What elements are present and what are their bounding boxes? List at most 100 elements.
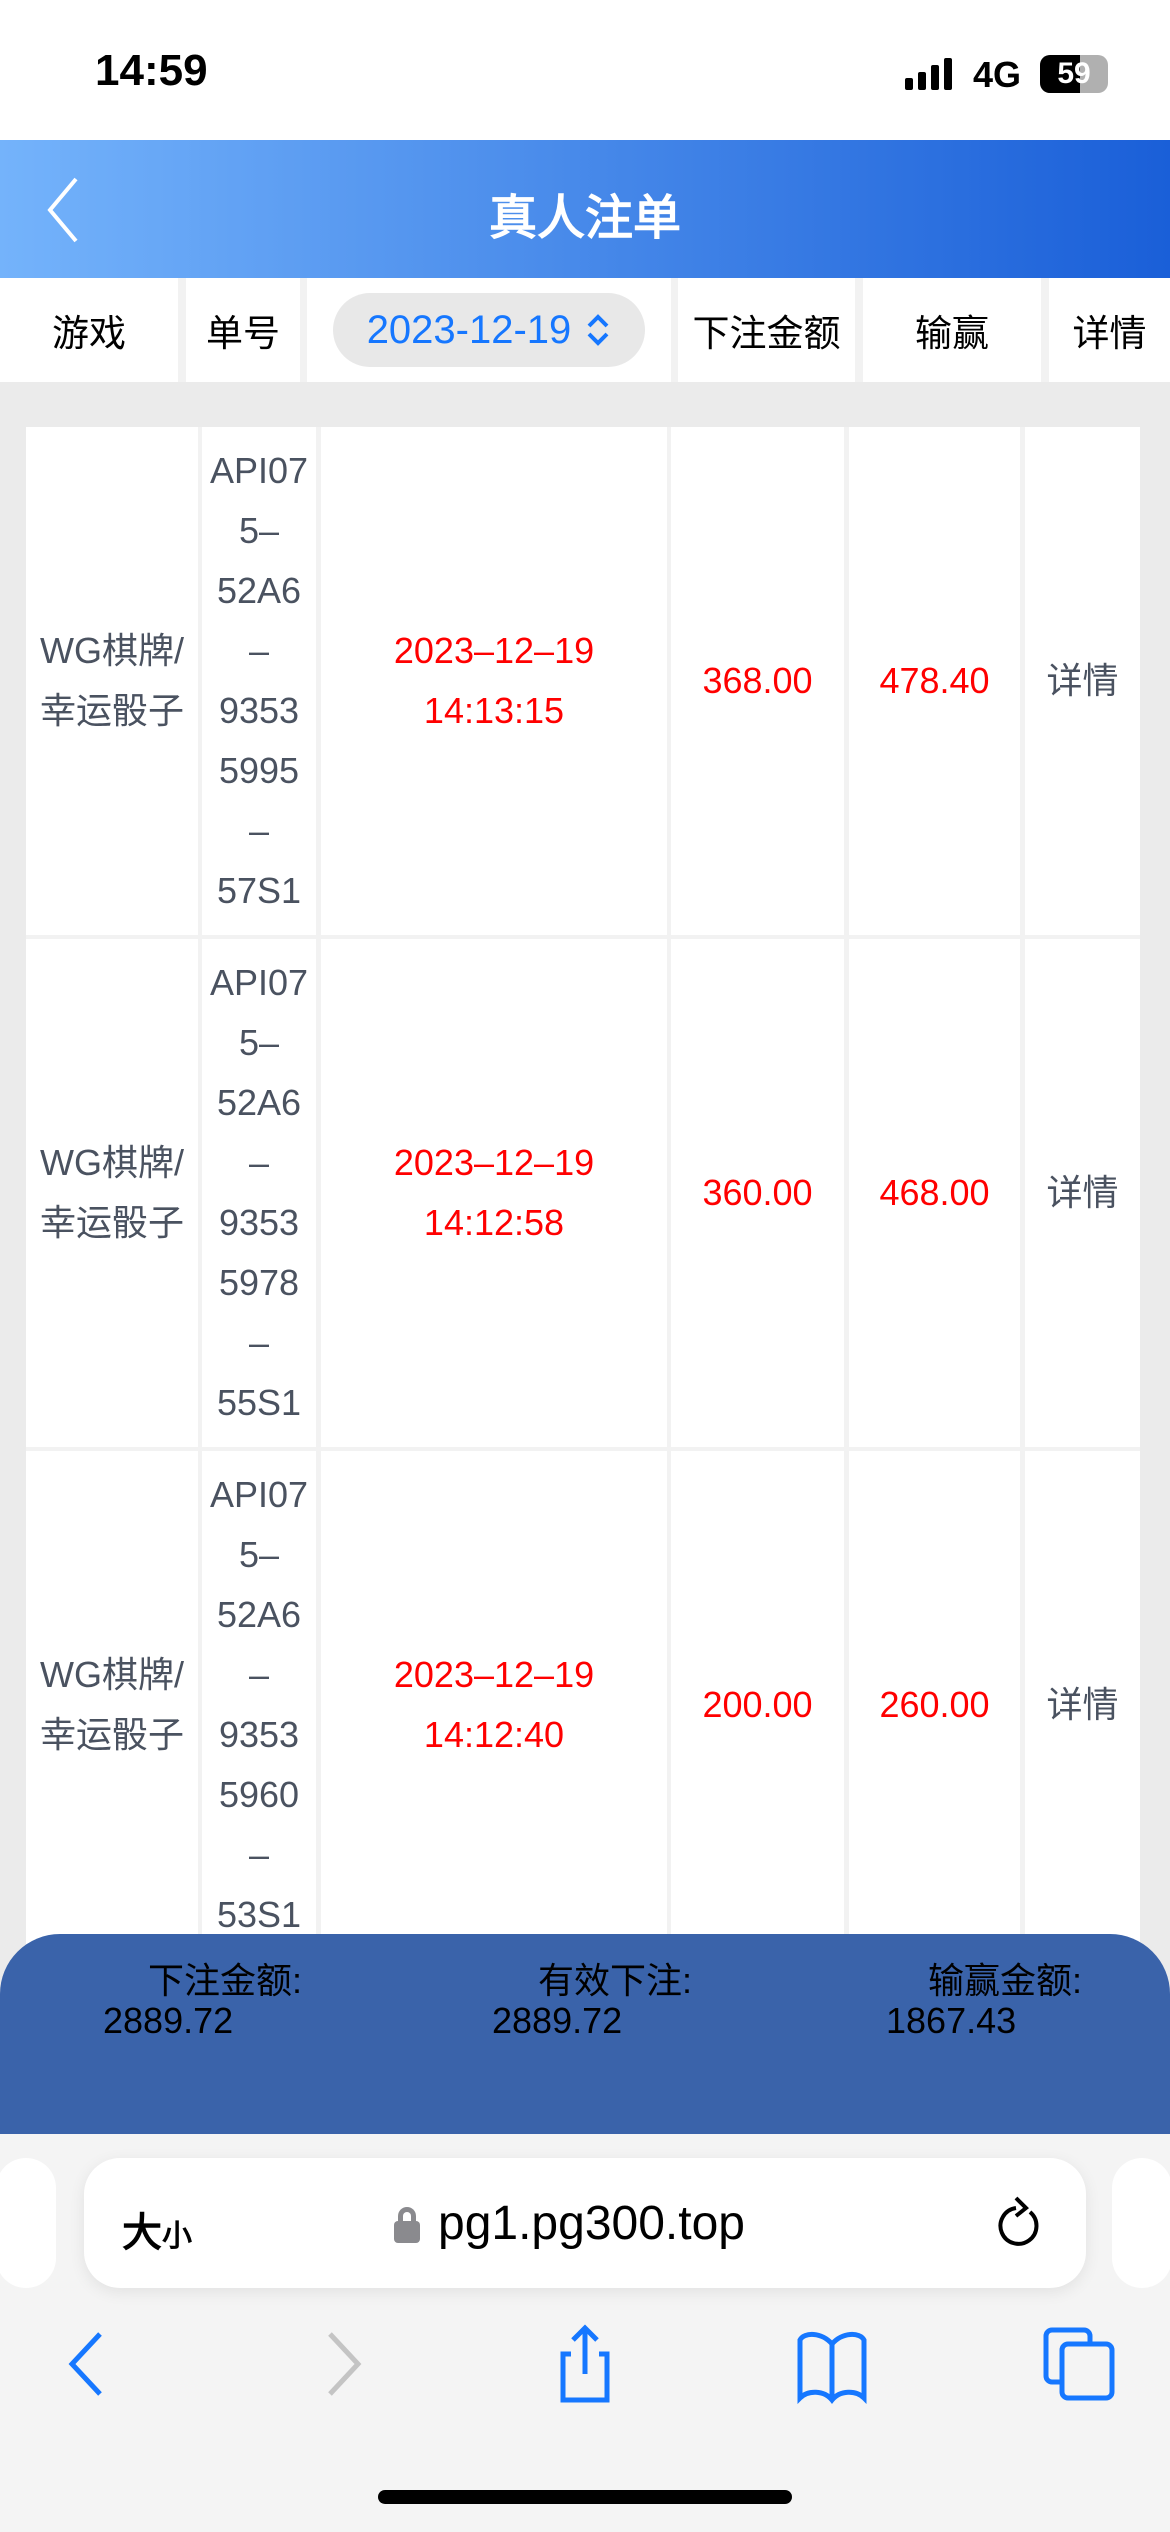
game-subname: 幸运骰子 <box>39 1714 184 1755</box>
detail-link[interactable]: 详情 <box>1046 660 1119 701</box>
order-id-part: 5978 <box>218 1262 300 1303</box>
bet-time: 14:12:58 <box>423 1202 565 1243</box>
order-id-part: API07 <box>209 962 309 1003</box>
bet-cell: 360.00 <box>671 939 844 1447</box>
browser-toolbar: 大小 pg1.pg300.top <box>0 2134 1170 2532</box>
table-row: WG棋牌/幸运骰子 API07 5– 52A6 – 9353 5995 – 57S1 2023–1… <box>26 427 1140 939</box>
time-cell: 2023–12–19 14:12:58 <box>321 939 667 1447</box>
status-bar: 14:59 4G 59 <box>0 0 1170 140</box>
address-bar[interactable]: 大小 pg1.pg300.top <box>84 2158 1086 2288</box>
network-type: 4G <box>973 54 1022 95</box>
game-name: WG棋牌/ <box>40 630 184 671</box>
bet-date: 2023–12–19 <box>393 1654 595 1695</box>
text-size-button[interactable]: 大小 <box>122 2200 192 2258</box>
order-id-part: 5– <box>238 1534 280 1575</box>
order-id-part: – <box>248 1834 270 1875</box>
col-order-id: 单号 <box>186 278 300 382</box>
bet-cell: 368.00 <box>671 427 844 935</box>
win-amount-value: 1867.43 <box>886 2000 1017 2041</box>
back-nav-icon[interactable] <box>50 2324 130 2404</box>
col-win-loss: 输赢 <box>863 278 1041 382</box>
win-amount-label: 输赢金额: <box>928 1960 1083 2001</box>
game-name: WG棋牌/ <box>40 1654 184 1695</box>
home-indicator <box>378 2490 792 2504</box>
forward-nav-icon[interactable] <box>300 2324 380 2404</box>
total-bet-label: 下注金额: <box>148 1960 303 2001</box>
game-cell: WG棋牌/幸运骰子 <box>26 939 198 1447</box>
game-name: WG棋牌/ <box>40 1142 184 1183</box>
col-date: 2023-12-19 <box>307 278 671 382</box>
bet-date: 2023–12–19 <box>393 630 595 671</box>
reload-icon[interactable] <box>994 2194 1050 2254</box>
bet-date: 2023–12–19 <box>393 1142 595 1183</box>
bet-amount: 360.00 <box>702 1172 813 1213</box>
col-game: 游戏 <box>0 278 178 382</box>
next-tab[interactable] <box>1112 2158 1170 2288</box>
valid-bet-value: 2889.72 <box>492 2000 623 2041</box>
detail-cell[interactable]: 详情 <box>1025 939 1140 1447</box>
order-id-part: 52A6 <box>216 1594 302 1635</box>
page-title: 真人注单 <box>488 192 681 245</box>
win-amount: 260.00 <box>879 1684 990 1725</box>
time-cell: 2023–12–19 14:13:15 <box>321 427 667 935</box>
order-id-part: 9353 <box>218 690 300 731</box>
bet-amount: 368.00 <box>702 660 813 701</box>
win-cell: 468.00 <box>849 939 1020 1447</box>
order-id-part: 5995 <box>218 750 300 791</box>
order-id-part: – <box>248 1322 270 1363</box>
game-subname: 幸运骰子 <box>39 690 184 731</box>
clock: 14:59 <box>95 46 208 95</box>
detail-cell[interactable]: 详情 <box>1025 1451 1140 1959</box>
time-cell: 2023–12–19 14:12:40 <box>321 1451 667 1959</box>
game-cell: WG棋牌/幸运骰子 <box>26 1451 198 1959</box>
col-detail: 详情 <box>1049 278 1170 382</box>
order-id-part: – <box>248 810 270 851</box>
summary-footer: 下注金额: 2889.72 有效下注: 2889.72 输赢金额: 1867.4… <box>0 1934 1170 2134</box>
order-id-part: 55S1 <box>216 1382 302 1423</box>
tabs-icon[interactable] <box>1040 2324 1120 2404</box>
bet-time: 14:12:40 <box>423 1714 565 1755</box>
order-id-part: 5– <box>238 1022 280 1063</box>
order-id-part: 9353 <box>218 1202 300 1243</box>
share-icon[interactable] <box>545 2324 625 2404</box>
detail-cell[interactable]: 详情 <box>1025 427 1140 935</box>
order-id-cell: API07 5– 52A6 – 9353 5978 – 55S1 <box>202 939 316 1447</box>
win-amount: 468.00 <box>879 1172 990 1213</box>
order-id-cell: API07 5– 52A6 – 9353 5960 – 53S1 <box>202 1451 316 1959</box>
previous-tab[interactable] <box>0 2158 56 2288</box>
url-text: pg1.pg300.top <box>438 2197 745 2250</box>
total-bet-value: 2889.72 <box>103 2000 234 2041</box>
nav-bar: 真人注单 <box>0 140 1170 278</box>
text-size-large: 大 <box>122 2211 162 2255</box>
order-id-part: API07 <box>209 1474 309 1515</box>
order-id-part: – <box>248 630 270 671</box>
date-picker[interactable]: 2023-12-19 <box>333 293 645 367</box>
order-id-part: 53S1 <box>216 1894 302 1935</box>
bet-cell: 200.00 <box>671 1451 844 1959</box>
order-id-part: API07 <box>209 450 309 491</box>
order-id-part: 52A6 <box>216 1082 302 1123</box>
table-row: WG棋牌/幸运骰子 API07 5– 52A6 – 9353 5978 – 55S1 2023–1… <box>26 939 1140 1451</box>
bet-amount: 200.00 <box>702 1684 813 1725</box>
order-id-part: – <box>248 1142 270 1183</box>
game-cell: WG棋牌/幸运骰子 <box>26 427 198 935</box>
win-cell: 260.00 <box>849 1451 1020 1959</box>
order-id-part: 52A6 <box>216 570 302 611</box>
order-id-part: – <box>248 1654 270 1695</box>
bookmarks-icon[interactable] <box>792 2324 872 2404</box>
order-id-cell: API07 5– 52A6 – 9353 5995 – 57S1 <box>202 427 316 935</box>
win-amount: 478.40 <box>879 660 990 701</box>
date-value: 2023-12-19 <box>366 307 572 352</box>
win-cell: 478.40 <box>849 427 1020 935</box>
order-id-part: 57S1 <box>216 870 302 911</box>
table-row: WG棋牌/幸运骰子 API07 5– 52A6 – 9353 5960 – 53S1 2023–1… <box>26 1451 1140 1963</box>
signal-icon <box>905 58 952 90</box>
text-size-small: 小 <box>162 2220 192 2253</box>
order-id-part: 5– <box>238 510 280 551</box>
game-subname: 幸运骰子 <box>39 1202 184 1243</box>
battery-level: 59 <box>1057 57 1091 90</box>
back-icon[interactable] <box>40 175 90 245</box>
detail-link[interactable]: 详情 <box>1046 1172 1119 1213</box>
detail-link[interactable]: 详情 <box>1046 1684 1119 1725</box>
col-bet-amount: 下注金额 <box>678 278 855 382</box>
